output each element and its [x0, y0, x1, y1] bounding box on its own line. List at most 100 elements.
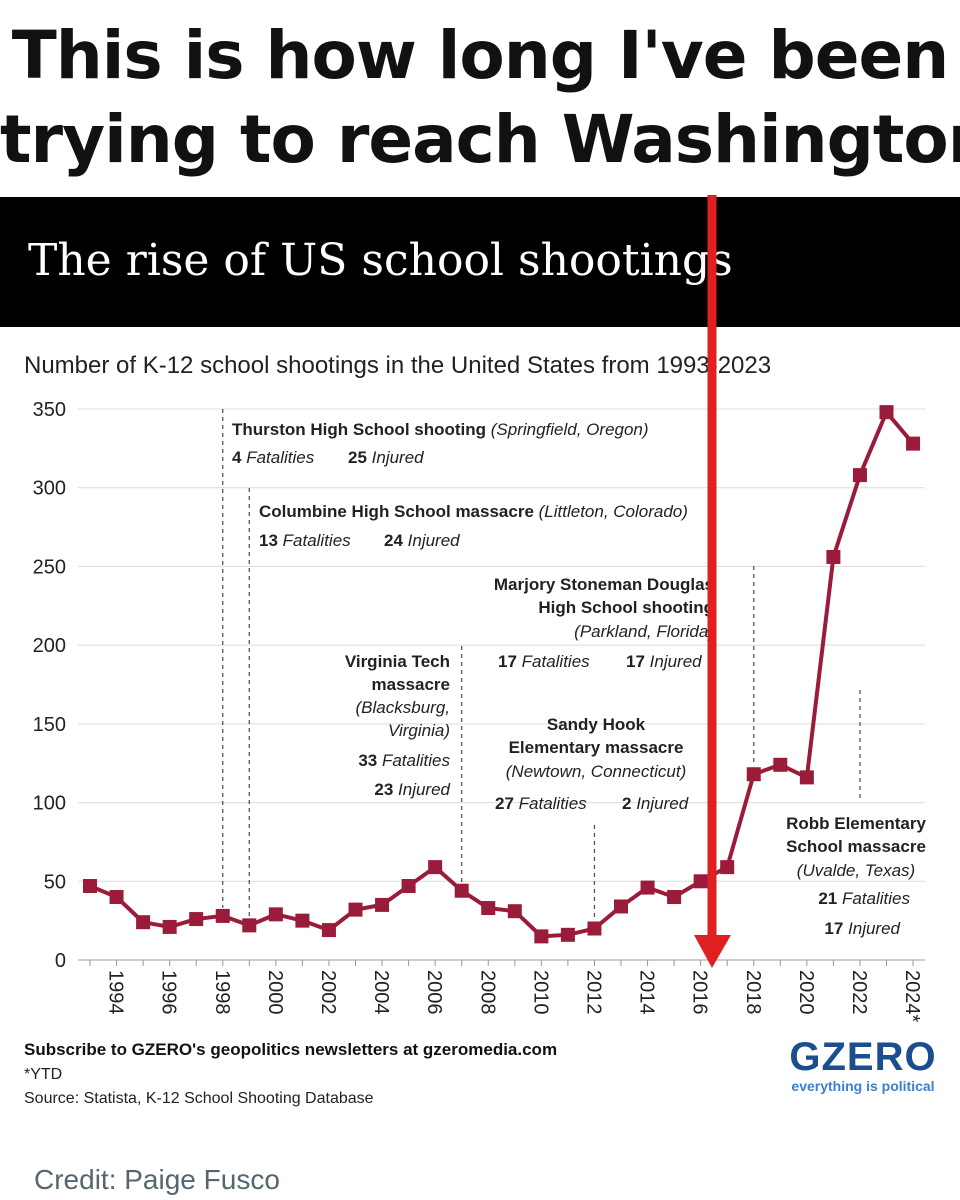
chart-title: The rise of US school shootings: [28, 235, 733, 286]
x-tick-label: 2012: [582, 970, 604, 1015]
x-tick-label: 2020: [795, 970, 817, 1015]
data-point-2012: [587, 921, 602, 936]
data-point-2018: [746, 767, 761, 782]
data-point-2007: [454, 883, 469, 898]
data-point-1995: [136, 915, 151, 930]
data-point-2000: [268, 907, 283, 922]
y-tick-label: 100: [33, 793, 66, 815]
annotation-bold: 17: [498, 652, 522, 671]
data-point-2010: [534, 929, 549, 944]
credit-line: Credit: Paige Fusco: [34, 1164, 280, 1195]
data-point-2024: [906, 436, 921, 451]
annotation-sandyhook-injured: 2 Injured: [622, 794, 689, 813]
annotation-uvalde-injured: 17 Injured: [824, 919, 900, 938]
x-tick-label: 2010: [529, 970, 551, 1015]
annotation-italic: Injured: [848, 919, 901, 938]
data-point-1993: [83, 879, 97, 894]
data-point-2008: [481, 901, 496, 916]
data-point-2004: [375, 897, 390, 912]
annotation-italic: (Littleton, Colorado): [539, 502, 688, 521]
meme-caption-line-1: This is how long I've been: [11, 17, 950, 94]
x-tick-label: 1994: [105, 970, 127, 1015]
annotation-sandyhook-name2: Elementary massacre: [509, 738, 684, 757]
data-point-2020: [799, 770, 814, 785]
series: [83, 405, 921, 944]
y-tick-label: 0: [55, 950, 66, 972]
annotation-vt-injured: 23 Injured: [374, 780, 450, 799]
meme-caption-line-2: trying to reach Washington: [0, 101, 960, 178]
annotation-uvalde-fatalities: 21 Fatalities: [818, 889, 910, 908]
annotation-columbine-title: Columbine High School massacre (Littleto…: [259, 502, 688, 521]
annotation-vt-name2: massacre: [372, 675, 450, 694]
y-tick-label: 150: [33, 714, 66, 736]
data-point-2019: [773, 757, 788, 772]
axes: 0 50 100 150 200 250 300 350 1994 1996 1998 2000 200…: [33, 399, 923, 1022]
annotation-columbine-injured: 24 Injured: [384, 531, 460, 550]
logo-word: GZERO: [789, 1035, 937, 1079]
line-chart: 0 50 100 150 200 250 300 350 1994 1996 1998 2000 200…: [33, 399, 927, 1022]
annotation-sandyhook-name1: Sandy Hook: [547, 715, 646, 734]
annotation-parkland-fatalities: 17 Fatalities: [498, 652, 590, 671]
annotation-parkland-place: (Parkland, Florida): [574, 622, 714, 641]
annotation-italic: Fatalities: [522, 652, 591, 671]
annotation-italic: Injured: [398, 780, 451, 799]
y-tick-label: 50: [44, 871, 66, 893]
meme-caption: This is how long I've been trying to rea…: [0, 14, 960, 182]
chart-subtitle: Number of K-12 school shootings in the U…: [24, 352, 772, 379]
annotation-italic: Fatalities: [382, 751, 451, 770]
x-tick-label: 2002: [317, 970, 339, 1015]
data-point-2009: [507, 904, 522, 919]
x-tick-label: 2014: [636, 970, 658, 1015]
annotation-bold: 4: [232, 448, 246, 467]
annotation-vt-fatalities: 33 Fatalities: [358, 751, 450, 770]
data-point-2006: [428, 860, 443, 875]
annotation-bold: 21: [818, 889, 842, 908]
annotation-bold: 17: [824, 919, 848, 938]
data-point-2005: [401, 879, 416, 894]
x-tick-label: 2006: [423, 970, 445, 1015]
subscribe-note: Subscribe to GZERO's geopolitics newslet…: [24, 1040, 558, 1059]
annotation-uvalde-name1: Robb Elementary: [786, 814, 926, 833]
gzero-logo: GZERO everything is political: [788, 1036, 938, 1094]
annotation-bold: 13: [259, 531, 283, 550]
y-tick-label: 300: [33, 478, 66, 500]
annotations: Thurston High School shooting (Springfie…: [222, 409, 926, 938]
annotation-parkland-name2: High School shooting: [538, 598, 714, 617]
data-point-2003: [348, 902, 363, 917]
annotation-italic: Injured: [372, 448, 425, 467]
data-point-1996: [162, 919, 177, 934]
data-point-2022: [852, 468, 867, 483]
annotation-bold: 17: [626, 652, 650, 671]
annotation-italic: Fatalities: [246, 448, 315, 467]
x-tick-label: 2022: [848, 970, 870, 1015]
logo-tagline: everything is political: [791, 1078, 935, 1094]
y-tick-label: 250: [33, 556, 66, 578]
annotation-italic: (Springfield, Oregon): [491, 420, 649, 439]
x-tick-label: 2000: [264, 970, 286, 1015]
title-banner: The rise of US school shootings: [0, 197, 960, 327]
data-point-2014: [640, 880, 655, 895]
annotation-sandyhook-place: (Newtown, Connecticut): [506, 762, 686, 781]
annotation-parkland-injured: 17 Injured: [626, 652, 702, 671]
annotation-parkland-name1: Marjory Stoneman Douglas: [494, 575, 714, 594]
x-tick-label: 2024*: [901, 970, 923, 1022]
x-tick-label: 2004: [370, 970, 392, 1015]
annotation-italic: Injured: [408, 531, 461, 550]
annotation-bold: 33: [358, 751, 382, 770]
x-tick-label: 1998: [211, 970, 233, 1015]
annotation-bold: 25: [348, 448, 372, 467]
annotation-bold: 24: [384, 531, 408, 550]
annotation-italic: Fatalities: [283, 531, 352, 550]
data-point-2017: [720, 860, 735, 875]
annotation-bold: Thurston High School shooting: [232, 420, 491, 439]
series-line: [89, 410, 915, 939]
annotation-vt-name1: Virginia Tech: [345, 652, 450, 671]
annotation-thurston-title: Thurston High School shooting (Springfie…: [232, 420, 649, 439]
annotation-bold: 27: [495, 794, 519, 813]
annotation-italic: Fatalities: [519, 794, 588, 813]
data-point-1999: [242, 918, 257, 933]
annotation-vt-place1: (Blacksburg,: [356, 698, 450, 717]
annotation-uvalde-place: (Uvalde, Texas): [797, 861, 915, 880]
data-point-2013: [614, 899, 628, 914]
annotation-thurston-fatalities: 4 Fatalities: [232, 448, 315, 467]
